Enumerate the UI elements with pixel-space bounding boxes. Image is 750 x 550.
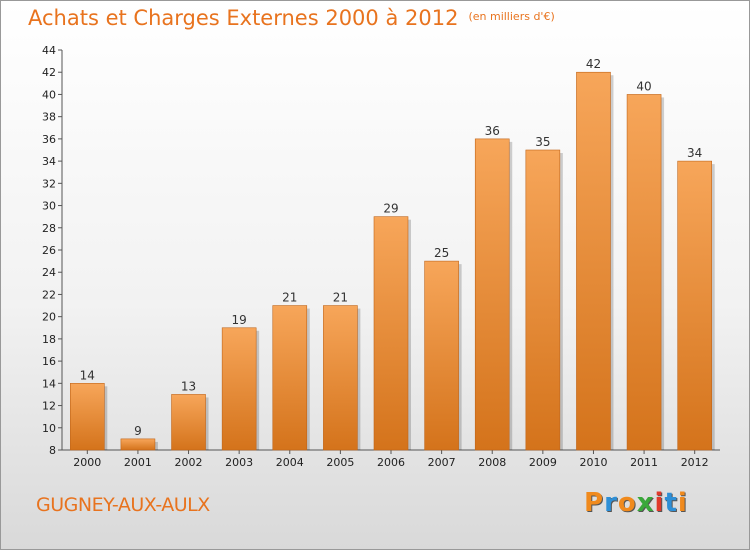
y-tick-label: 28 <box>42 222 56 235</box>
data-label: 36 <box>485 124 500 138</box>
y-tick-label: 32 <box>42 177 56 190</box>
y-tick-label: 44 <box>42 44 56 57</box>
logo-letter: i <box>654 488 665 518</box>
x-tick-label: 2012 <box>681 456 709 469</box>
bar[interactable] <box>323 305 358 451</box>
x-tick-label: 2009 <box>529 456 557 469</box>
logo-letter: x <box>636 488 655 518</box>
data-label: 34 <box>687 146 702 160</box>
chart-title: Achats et Charges Externes 2000 à 2012 (e… <box>28 6 555 30</box>
logo-letter: i <box>677 488 688 518</box>
y-tick-label: 30 <box>42 200 56 213</box>
data-label: 35 <box>535 135 550 149</box>
bar[interactable] <box>120 438 156 451</box>
y-tick-label: 34 <box>42 155 56 168</box>
bar[interactable] <box>171 394 206 451</box>
y-tick-label: 42 <box>42 66 56 79</box>
y-tick-label: 24 <box>42 266 56 279</box>
x-tick-label: 2004 <box>276 456 304 469</box>
bars <box>70 71 715 451</box>
logo-letter: r <box>604 488 618 518</box>
place-name: GUGNEY-AUX-AULX <box>36 494 210 516</box>
y-tick-label: 14 <box>42 377 56 390</box>
bar[interactable] <box>474 138 510 451</box>
y-tick-label: 36 <box>42 133 56 146</box>
x-tick-label: 2010 <box>579 456 607 469</box>
data-label: 21 <box>282 291 297 305</box>
data-label: 14 <box>80 368 95 382</box>
y-tick-label: 18 <box>42 333 56 346</box>
y-tick-label: 40 <box>42 88 56 101</box>
bar[interactable] <box>70 383 105 451</box>
y-tick-label: 20 <box>42 311 56 324</box>
x-tick-label: 2008 <box>478 456 506 469</box>
x-tick-label: 2000 <box>73 456 101 469</box>
logo-letter: t <box>664 488 678 518</box>
data-label: 40 <box>636 79 651 93</box>
y-tick-label: 10 <box>42 422 56 435</box>
bar[interactable] <box>424 260 459 451</box>
chart-subtitle: (en milliers d'€) <box>468 10 555 23</box>
bar[interactable] <box>525 149 561 451</box>
data-labels: 14 9 13 19 21 21 29 25 36 35 42 40 34 <box>80 57 703 438</box>
y-tick-label: 22 <box>42 288 56 301</box>
x-tick-label: 2001 <box>124 456 152 469</box>
x-tick-label: 2002 <box>175 456 203 469</box>
bar[interactable] <box>626 94 662 451</box>
logo-letter: P <box>584 488 605 518</box>
proxiti-logo[interactable]: Proxiti <box>584 488 688 518</box>
bar[interactable] <box>272 305 308 451</box>
bar[interactable] <box>677 160 712 451</box>
y-tick-label: 12 <box>42 400 56 413</box>
y-tick-label: 26 <box>42 244 56 257</box>
data-label: 42 <box>586 57 601 71</box>
bar[interactable] <box>373 216 409 451</box>
x-tick-label: 2007 <box>428 456 456 469</box>
data-label: 29 <box>383 202 398 216</box>
y-tick-label: 16 <box>42 355 56 368</box>
x-tick-label: 2006 <box>377 456 405 469</box>
y-tick-label: 8 <box>49 444 56 457</box>
logo-letter: o <box>617 488 637 518</box>
data-label: 9 <box>134 424 142 438</box>
x-tick-label: 2005 <box>326 456 354 469</box>
bar[interactable] <box>576 71 611 451</box>
data-label: 19 <box>232 313 247 327</box>
data-label: 13 <box>181 379 196 393</box>
y-tick-label: 38 <box>42 111 56 124</box>
data-label: 25 <box>434 246 449 260</box>
chart-title-text: Achats et Charges Externes 2000 à 2012 <box>28 6 459 30</box>
bar[interactable] <box>221 327 257 451</box>
data-label: 21 <box>333 291 348 305</box>
x-tick-label: 2003 <box>225 456 253 469</box>
x-tick-label: 2011 <box>630 456 658 469</box>
